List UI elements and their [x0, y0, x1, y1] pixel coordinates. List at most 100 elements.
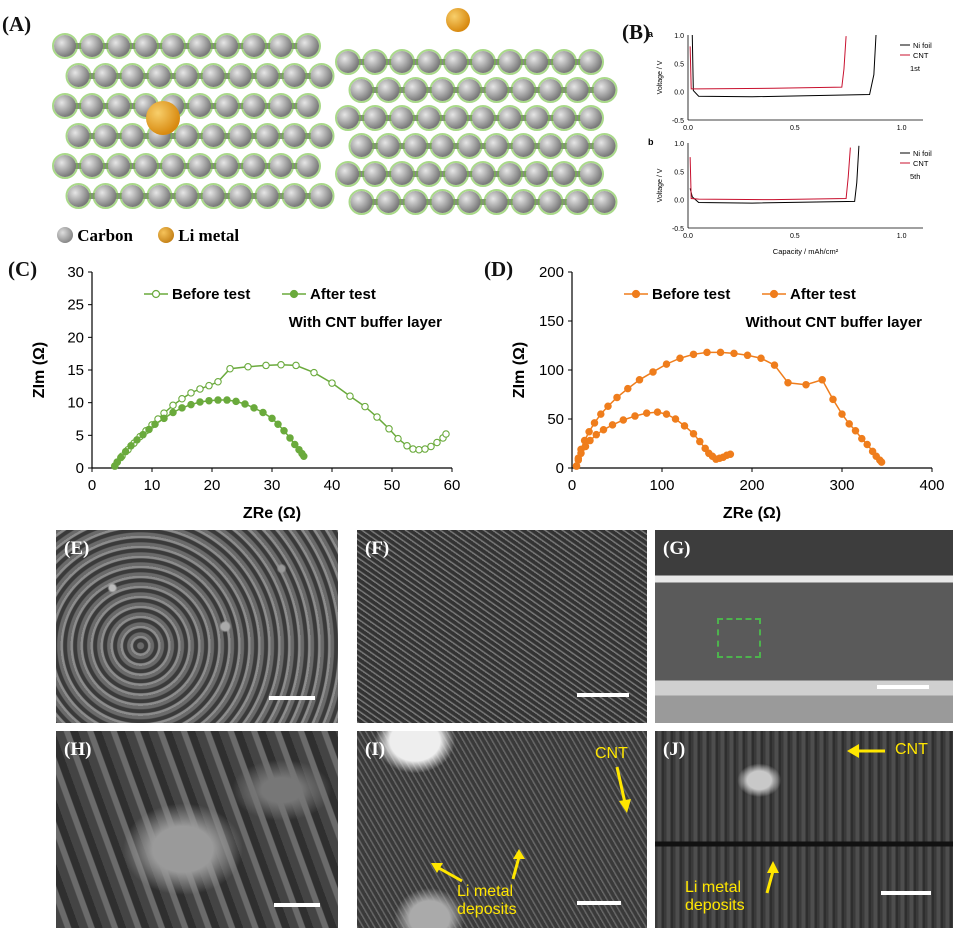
cnt-empty: [335, 49, 618, 215]
atom-halo: [281, 123, 308, 149]
data-point: [676, 354, 684, 362]
atom-halo: [497, 105, 523, 131]
atom-halo: [200, 123, 227, 149]
data-point: [442, 430, 450, 438]
atom-halo: [578, 105, 604, 131]
x-tick-label: 1.0: [897, 233, 907, 240]
panel-label-h: (H): [64, 739, 92, 760]
y-tick-label: -0.5: [672, 118, 684, 125]
data-point: [169, 401, 177, 410]
data-point: [292, 361, 300, 370]
data-point: [250, 404, 258, 412]
atom-halo: [173, 183, 200, 209]
atom-halo: [65, 123, 92, 149]
atom-halo: [429, 189, 456, 215]
y-tick-label: 20: [67, 329, 84, 346]
atom-halo: [92, 123, 119, 149]
atom-halo: [187, 93, 213, 119]
eis-chart-without-cnt: 0 50 100 150 200 0 100 200 300 400 ZRe (Ω) ZIm (Ω) W…: [511, 264, 945, 522]
carbon-atom: [431, 79, 454, 101]
scale-bar: [274, 903, 320, 907]
data-point: [642, 409, 651, 417]
data-point: [145, 425, 153, 434]
carbon-atom: [310, 125, 333, 147]
y-tick-label: 150: [539, 313, 564, 330]
carbon-atom: [216, 155, 238, 177]
atom-halo: [416, 49, 442, 75]
data-point: [178, 394, 186, 403]
legend-carbon: Carbon: [57, 226, 133, 246]
data-point: [653, 408, 662, 416]
carbon-atom: [580, 107, 602, 129]
panel-label-i: (I): [365, 739, 386, 760]
legend-entry: After test: [762, 286, 856, 303]
atom-halo: [227, 183, 254, 209]
data-point: [757, 354, 765, 362]
atom-halo: [443, 105, 469, 131]
cnt-annotation: CNT: [595, 745, 628, 762]
carbon-atom: [162, 155, 184, 177]
data-point: [262, 361, 270, 370]
atom-halo: [510, 133, 537, 159]
legend-li-label: Li metal: [178, 226, 240, 245]
x-tick-label: 20: [204, 477, 221, 494]
atom-halo: [564, 189, 591, 215]
atom-halo: [348, 189, 375, 215]
li-metal-line2: deposits: [685, 897, 745, 914]
atom-halo: [295, 93, 321, 119]
atom-halo: [537, 133, 564, 159]
carbon-atom: [216, 35, 238, 57]
atom-halo: [551, 49, 577, 75]
data-point: [291, 440, 299, 449]
chart-annotation: Without CNT buffer layer: [745, 314, 922, 331]
scale-bar: [577, 901, 621, 905]
carbon-atom: [310, 65, 333, 87]
carbon-atom: [391, 107, 413, 129]
x-tick-label: 400: [919, 477, 944, 494]
data-point: [624, 384, 632, 393]
atom-halo: [254, 183, 281, 209]
data-point: [394, 434, 402, 443]
carbon-atom: [108, 95, 130, 117]
sem-image-i: (I) CNT Li metal deposits: [357, 731, 647, 928]
data-point: [858, 434, 866, 443]
carbon-atom: [94, 185, 117, 207]
data-point: [784, 378, 792, 387]
data-point: [743, 351, 752, 360]
atom-halo: [106, 153, 132, 179]
carbon-swatch-icon: [57, 227, 73, 243]
atom-halo: [119, 123, 146, 149]
carbon-atom: [81, 95, 103, 117]
atom-halo: [456, 77, 483, 103]
data-point: [373, 413, 381, 421]
carbon-atom: [229, 125, 252, 147]
atom-halo: [564, 133, 591, 159]
y-tick-label: 25: [67, 297, 84, 314]
atom-halo: [214, 93, 240, 119]
data-point: [310, 368, 318, 377]
carbon-atom: [404, 79, 427, 101]
atom-halo: [375, 77, 402, 103]
carbon-atom: [175, 185, 198, 207]
data-point: [818, 376, 826, 384]
carbon-atom: [512, 79, 535, 101]
carbon-atom: [499, 163, 521, 185]
cnt-model-illustration: [52, 8, 618, 215]
legend-label: After test: [310, 286, 376, 303]
atom-halo: [254, 63, 281, 89]
data-point: [223, 396, 231, 404]
atom-halo: [106, 33, 132, 59]
carbon-atom: [189, 95, 211, 117]
atom-halo: [389, 49, 415, 75]
atom-halo: [537, 189, 564, 215]
data-point: [689, 429, 698, 438]
panel-label-d: (D): [484, 257, 514, 281]
li-metal-line1: Li metal: [457, 883, 514, 900]
data-point: [635, 376, 644, 384]
data-point: [277, 361, 285, 369]
carbon-atom: [391, 163, 413, 185]
y-tick-label: 0.0: [674, 90, 684, 97]
y-tick-label: 0: [556, 460, 564, 477]
data-point: [703, 348, 711, 357]
